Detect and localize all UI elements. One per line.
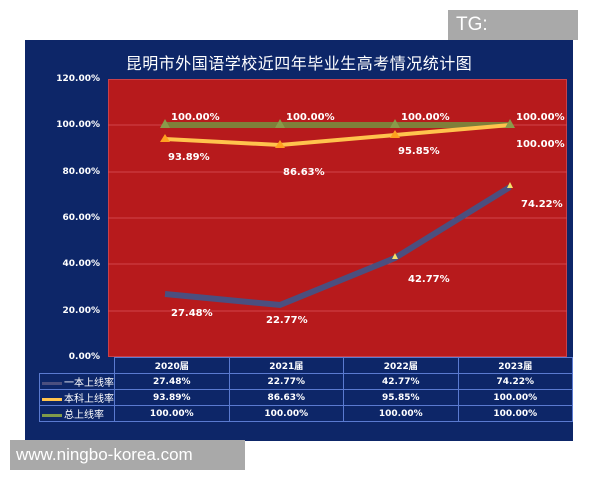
cell: 100.00% (457, 405, 573, 422)
chart-title: 昆明市外国语学校近四年毕业生高考情况统计图 (125, 54, 473, 73)
cell: 95.85% (343, 389, 459, 406)
y-tick-0: 0.00% (68, 352, 100, 362)
legend-label: 总上线率 (64, 410, 104, 421)
cell: 100.00% (343, 405, 459, 422)
legend-label: 一本上线率 (64, 378, 114, 389)
y-tick-20: 20.00% (62, 306, 101, 316)
watermark-top: TG: MYYJJPP (448, 10, 578, 65)
label-total-2023: 100.00% (516, 112, 565, 123)
cell: 22.77% (228, 373, 344, 390)
legend-swatch-icon (42, 381, 62, 385)
label-tier1-2023: 74.22% (521, 199, 563, 210)
label-tier1-2020: 27.48% (171, 308, 213, 319)
label-total-2021: 100.00% (286, 112, 335, 123)
cell: 93.89% (114, 389, 230, 406)
cell: 74.22% (457, 373, 573, 390)
label-bachelor-2021: 86.63% (283, 167, 325, 178)
label-bachelor-2020: 93.89% (168, 152, 210, 163)
cell: 100.00% (114, 405, 230, 422)
category-2021: 2021届 (228, 357, 344, 374)
category-2020: 2020届 (114, 357, 230, 374)
legend-swatch-icon (42, 397, 62, 401)
y-tick-40: 40.00% (62, 259, 101, 269)
label-total-2022: 100.00% (401, 112, 450, 123)
cell: 100.00% (228, 405, 344, 422)
category-2023: 2023届 (457, 357, 573, 374)
y-tick-80: 80.00% (62, 167, 101, 177)
label-tier1-2021: 22.77% (266, 315, 308, 326)
label-total-2020: 100.00% (171, 112, 220, 123)
cell: 42.77% (343, 373, 459, 390)
watermark-bottom: www.ningbo-korea.com (10, 440, 245, 470)
legend-label: 本科上线率 (64, 394, 114, 405)
label-bachelor-2023: 100.00% (516, 139, 565, 150)
cell: 100.00% (457, 389, 573, 406)
table-row: 总上线率 100.00% 100.00% 100.00% 100.00% (39, 405, 573, 422)
y-tick-120: 120.00% (56, 74, 100, 84)
y-tick-100: 100.00% (56, 120, 100, 130)
category-2022: 2022届 (343, 357, 459, 374)
cell: 27.48% (114, 373, 230, 390)
chart-container: 昆明市外国语学校近四年毕业生高考情况统计图 120.00% 100.00% 80… (25, 40, 573, 441)
label-bachelor-2022: 95.85% (398, 146, 440, 157)
data-table: 2020届 2021届 2022届 2023届 一本上线率 27.48% 22.… (39, 357, 573, 422)
label-tier1-2022: 42.77% (408, 274, 450, 285)
table-row: 一本上线率 27.48% 22.77% 42.77% 74.22% (39, 373, 573, 390)
y-tick-60: 60.00% (62, 213, 101, 223)
line-series: 100.00% 100.00% 100.00% 100.00% 93.89% 8… (108, 112, 567, 326)
cell: 86.63% (228, 389, 344, 406)
table-row: 本科上线率 93.89% 86.63% 95.85% 100.00% (39, 389, 573, 406)
legend-swatch-icon (42, 413, 62, 417)
